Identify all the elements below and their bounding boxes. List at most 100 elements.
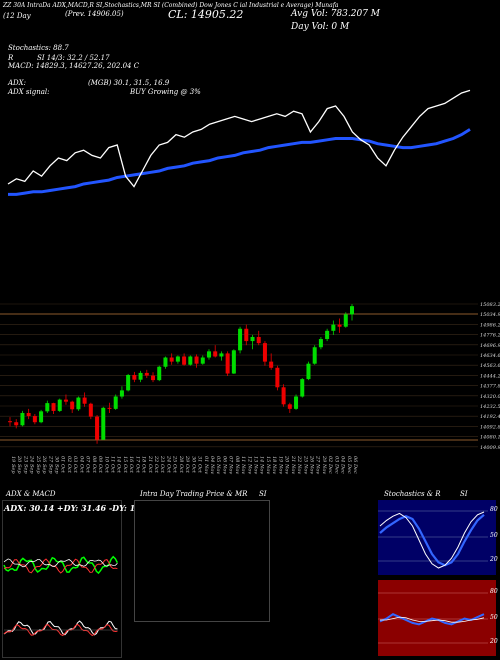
x-tick-label: 19 Sep bbox=[10, 456, 16, 474]
candle-body bbox=[14, 422, 19, 426]
intraday-title-suffix: SI bbox=[259, 490, 267, 498]
x-tick-label: 30 Oct bbox=[190, 456, 196, 474]
candle-body bbox=[157, 366, 162, 381]
x-tick-label: 05 Dec bbox=[346, 456, 352, 474]
candle-body bbox=[256, 336, 261, 344]
x-tick-label: 20 Sep bbox=[16, 455, 22, 474]
candle-body bbox=[51, 403, 56, 411]
x-tick-label: 22 Oct bbox=[153, 455, 159, 474]
x-tick-label: 05 Nov bbox=[215, 456, 221, 474]
x-tick-label: 02 Dec bbox=[327, 456, 333, 474]
candle-body bbox=[107, 407, 112, 409]
candle-body bbox=[219, 353, 224, 357]
x-tick-label: 30 Sep bbox=[54, 456, 60, 474]
adx-signal-label: ADX signal: bbox=[8, 88, 50, 96]
x-tick-label: 15 Nov bbox=[265, 456, 271, 474]
candle-body bbox=[163, 357, 168, 367]
candle-body bbox=[188, 356, 193, 365]
x-tick-label: 07 Nov bbox=[228, 456, 234, 474]
candle-body bbox=[182, 356, 187, 365]
candle-body bbox=[88, 403, 93, 417]
x-tick-label: 27 Sep bbox=[47, 455, 53, 474]
main-chart: 15083.24 15034.94 14986.20 14776.20 14696.90… bbox=[0, 89, 500, 474]
candle-body bbox=[132, 374, 137, 380]
intraday-title: Intra Day Trading Price & MR bbox=[140, 490, 248, 498]
y-tick-label: 14696.90 bbox=[480, 343, 500, 349]
candle-body bbox=[206, 351, 211, 358]
candle-body bbox=[45, 403, 50, 412]
y-tick-label: 14092.80 bbox=[480, 424, 500, 430]
x-tick-label: 12 Nov bbox=[246, 456, 252, 474]
adx-label: ADX: bbox=[8, 79, 27, 87]
y-tick-label: 14232.50 bbox=[480, 404, 500, 410]
x-tick-label: 20 Nov bbox=[284, 455, 290, 474]
ma-series-line bbox=[8, 128, 471, 196]
x-tick-label: 24 Sep bbox=[29, 455, 35, 474]
y-tick-label: 14320.00 bbox=[480, 394, 500, 400]
x-tick-label: 21 Oct bbox=[147, 455, 153, 474]
price-label: CL: 14905.22 bbox=[168, 8, 244, 21]
candle-body bbox=[325, 330, 330, 340]
candle-body bbox=[275, 367, 280, 388]
y-tick-label: 14192.44 bbox=[480, 414, 500, 420]
x-tick-label: 26 Sep bbox=[41, 455, 47, 474]
x-tick-label: 11 Nov bbox=[240, 456, 246, 474]
candle-body bbox=[175, 356, 180, 362]
x-tick-label: 04 Nov bbox=[209, 456, 215, 474]
y-tick-label: 14080.10 bbox=[480, 435, 500, 441]
prev-price: (Prev. 14906.05) bbox=[65, 10, 124, 18]
candle-body bbox=[250, 336, 255, 342]
rsi-panel bbox=[378, 580, 496, 656]
candle-body bbox=[294, 396, 299, 409]
x-tick-label: 08 Oct bbox=[91, 456, 97, 474]
adx-signal-value: BUY Growing @ 3% bbox=[130, 88, 201, 96]
x-tick-label: 18 Oct bbox=[141, 456, 147, 474]
candle-body bbox=[8, 421, 12, 423]
candle-body bbox=[331, 324, 336, 331]
stoch-axis-20: 20 bbox=[490, 556, 498, 563]
date-label: (12 Day bbox=[3, 12, 31, 20]
candle-body bbox=[244, 328, 249, 342]
x-tick-label: 01 Nov bbox=[203, 456, 209, 474]
candle-body bbox=[238, 328, 243, 351]
adx-macd-panel bbox=[2, 500, 122, 658]
rsi-label: R bbox=[8, 54, 14, 62]
candle-body bbox=[169, 357, 174, 362]
candle-body bbox=[113, 396, 118, 409]
candle-body bbox=[343, 314, 348, 327]
candle-body bbox=[20, 412, 25, 426]
x-tick-label: 04 Dec bbox=[340, 456, 346, 474]
x-tick-label: 25 Oct bbox=[172, 455, 178, 474]
candle-body bbox=[231, 350, 236, 374]
x-tick-label: 02 Oct bbox=[66, 456, 72, 474]
x-tick-label: 16 Oct bbox=[128, 456, 134, 474]
candle-body bbox=[269, 361, 274, 368]
y-tick-label: 14009.90 bbox=[480, 445, 500, 451]
rsi-axis-20: 20 bbox=[490, 638, 498, 645]
candle-body bbox=[70, 401, 75, 410]
x-tick-label: 26 Nov bbox=[308, 455, 314, 474]
x-tick-label: 10 Oct bbox=[103, 456, 109, 474]
x-tick-label: 23 Sep bbox=[22, 455, 28, 474]
x-tick-label: 11 Oct bbox=[109, 456, 115, 474]
candle-body bbox=[194, 356, 199, 364]
avg-vol: Avg Vol: 783.207 M bbox=[291, 9, 380, 19]
stoch-label: Stochastics: 88.7 bbox=[8, 44, 69, 52]
x-tick-label: 28 Oct bbox=[178, 455, 184, 474]
adx-macd-title: ADX & MACD bbox=[6, 490, 56, 498]
candle-body bbox=[262, 343, 267, 362]
rsi-axis-80: 80 bbox=[490, 588, 498, 595]
y-tick-label: 14377.80 bbox=[480, 384, 500, 390]
rsi-value: SI 14/3: 32.2 / 52.17 bbox=[37, 54, 110, 62]
x-tick-label: 18 Nov bbox=[271, 456, 277, 474]
stoch-series-line bbox=[7, 89, 471, 188]
x-tick-label: 17 Oct bbox=[134, 456, 140, 474]
x-tick-label: 29 Oct bbox=[184, 455, 190, 474]
x-tick-label: 01 Oct bbox=[60, 456, 66, 474]
y-tick-label: 14444.20 bbox=[480, 373, 500, 379]
candle-body bbox=[151, 375, 156, 381]
candle-body bbox=[213, 351, 218, 357]
x-tick-label: 29 Nov bbox=[321, 455, 327, 474]
x-tick-label: 07 Oct bbox=[85, 456, 91, 474]
x-tick-label: 09 Oct bbox=[97, 456, 103, 474]
